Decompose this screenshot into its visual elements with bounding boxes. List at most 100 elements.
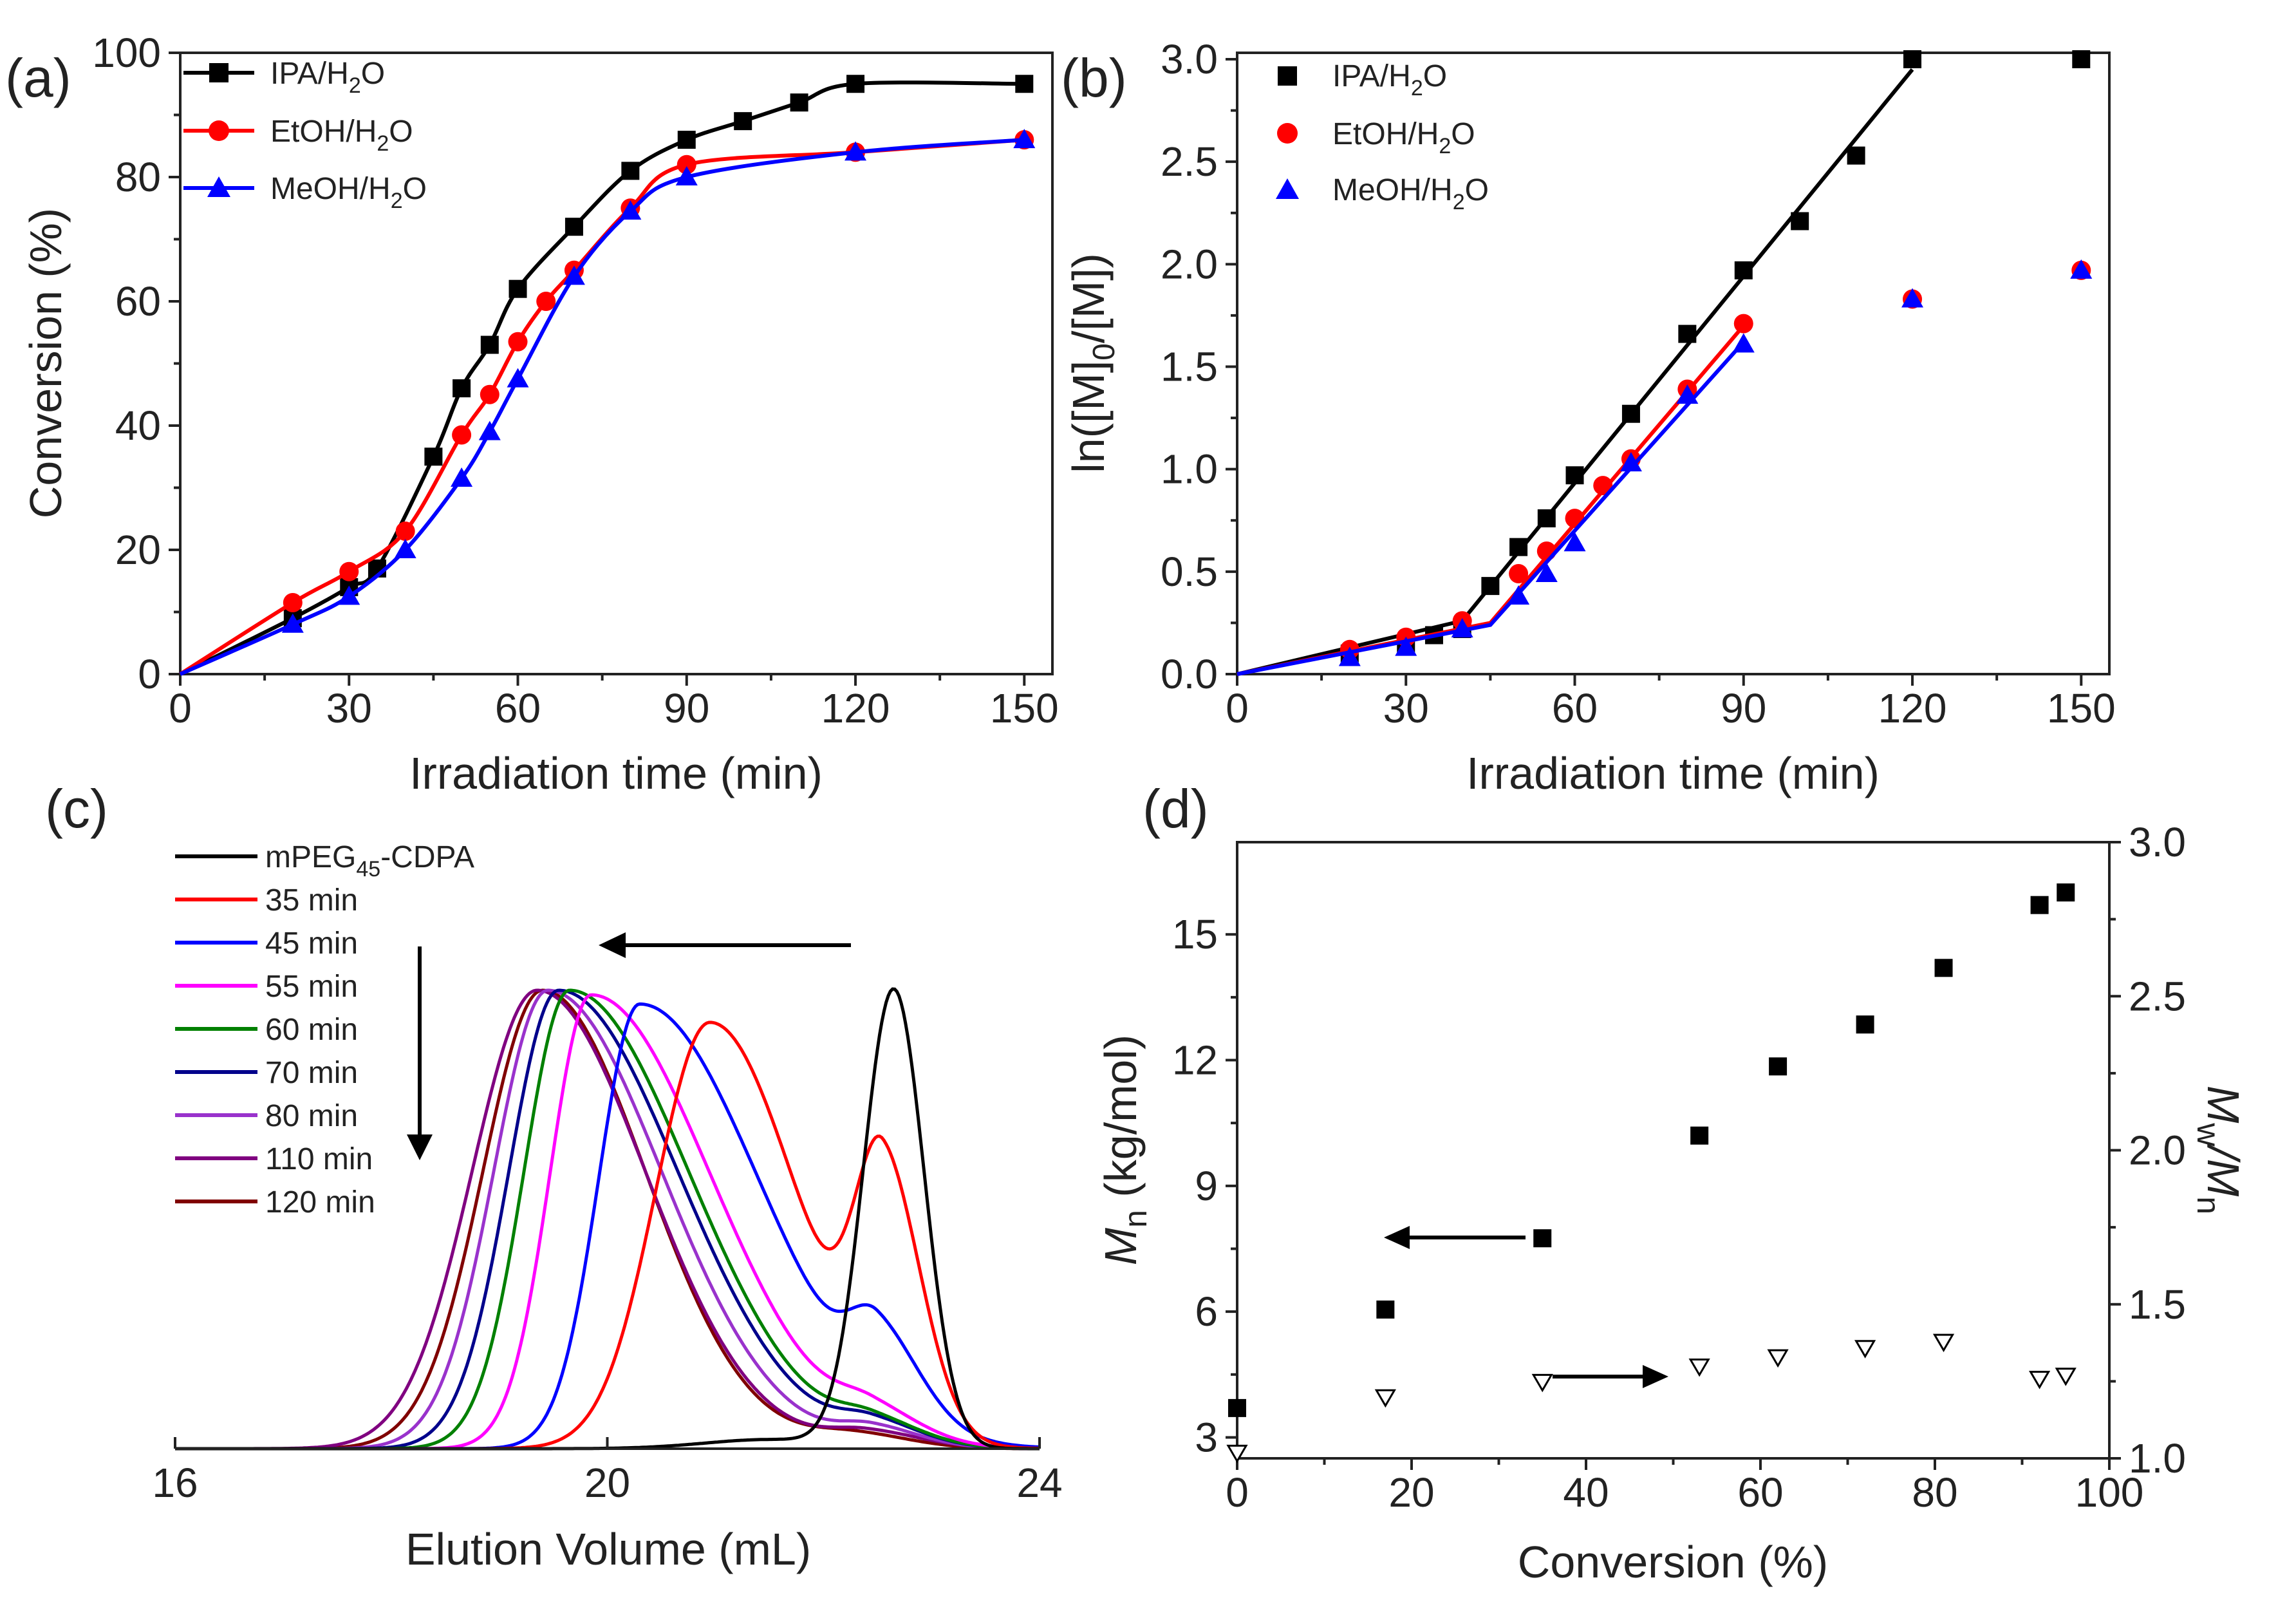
arrow-head — [1643, 1365, 1668, 1388]
legend-marker-triangle — [1276, 178, 1299, 199]
y-title-part: ln([M] — [1063, 361, 1114, 473]
arrow-head — [599, 932, 626, 958]
panel-c-ticks: 16 20 24 — [152, 1437, 1063, 1506]
data-point — [1507, 585, 1530, 605]
panel-c: (c) 16 20 24 Elution Volume (mL) mPEG45-CD… — [45, 778, 1063, 1574]
x-tick-label: 100 — [2075, 1469, 2144, 1516]
legend-label-main: MeOH/H — [270, 172, 391, 206]
legend-label-main: MeOH/H — [1332, 173, 1453, 207]
data-point — [480, 384, 499, 404]
legend-item-etoh-h2o: EtOH/H2O — [1277, 117, 1475, 158]
legend-label: EtOH/H2O — [270, 115, 413, 156]
data-point — [283, 593, 303, 613]
legend-label: MeOH/H2O — [1332, 173, 1489, 214]
x-tick-label: 150 — [2047, 685, 2116, 731]
panel-d-series — [1226, 883, 2077, 1463]
x-tick-label: 120 — [821, 685, 890, 731]
x-tick-label: 120 — [1878, 685, 1947, 731]
legend-label: 110 min — [265, 1142, 373, 1176]
data-point — [1374, 1389, 1396, 1408]
legend-marker-square — [1278, 66, 1297, 86]
legend-item-meoh-h2o: MeOH/H2O — [1276, 173, 1489, 214]
data-point — [2030, 896, 2049, 914]
data-point — [1732, 333, 1755, 353]
y2-tick-label: 2.0 — [2129, 1127, 2186, 1174]
data-point — [1676, 384, 1699, 404]
legend-item-meoh-h2o: MeOH/H2O — [183, 172, 427, 213]
data-point — [1338, 646, 1361, 666]
x-tick-label: 20 — [1388, 1469, 1434, 1516]
legend-item-110-min: 110 min — [175, 1142, 373, 1176]
legend-label-main: mPEG — [265, 840, 356, 874]
y-tick-label: 6 — [1195, 1288, 1218, 1335]
legend-label-tail: O — [1465, 173, 1489, 207]
legend-label-main: IPA/H — [270, 57, 349, 91]
data-point — [509, 279, 527, 298]
data-point — [1376, 1300, 1395, 1319]
legend-label-main: 55 min — [265, 970, 358, 1004]
legend-label-tail: O — [1423, 59, 1447, 93]
legend-label-main: IPA/H — [1332, 59, 1411, 93]
data-point — [1593, 476, 1613, 496]
series-ipa-h2o — [179, 75, 1034, 676]
legend-label-tail: -CDPA — [380, 840, 474, 874]
x-tick-label: 150 — [990, 685, 1059, 731]
legend-label: 120 min — [265, 1185, 375, 1219]
legend-label-subscript: 2 — [1453, 190, 1465, 214]
data-point — [675, 166, 698, 185]
panel-b-plot-frame — [1236, 52, 2111, 675]
y-tick-label: 0.5 — [1161, 549, 1218, 595]
legend-marker-circle — [209, 120, 229, 141]
y2-title-subscript: w — [2190, 1122, 2226, 1147]
legend-label: 60 min — [265, 1013, 358, 1047]
legend-label: 80 min — [265, 1099, 358, 1133]
data-point — [1563, 532, 1586, 552]
panel-b: (b) 0 30 60 90 120 150 0.0 0.5 1.0 1.5 2.0 2.5 3.0 I… — [1061, 36, 2116, 798]
legend-label-main: 110 min — [265, 1142, 373, 1176]
legend-label-main: 60 min — [265, 1013, 358, 1047]
y-tick-label: 2.5 — [1161, 138, 1218, 185]
panel-d-label: (d) — [1143, 778, 1209, 839]
data-point — [395, 522, 415, 541]
data-point — [1791, 212, 1809, 231]
arrow-head — [407, 1134, 433, 1160]
panel-c-label: (c) — [45, 778, 108, 839]
data-point — [1932, 1333, 1955, 1353]
panel-d-ticks: 0 20 40 60 80 100 3 6 9 12 15 1.0 1.5 2.0 2.5 3.0 — [1172, 819, 2186, 1516]
arrow-head — [1384, 1226, 1410, 1249]
y2-title-subscript: n — [2190, 1196, 2226, 1214]
data-point — [1537, 509, 1556, 528]
legend-item-80-min: 80 min — [175, 1099, 358, 1133]
y2-tick-label: 3.0 — [2129, 819, 2186, 865]
legend-item-60-min: 60 min — [175, 1013, 358, 1047]
legend-item-ipa-h2o: IPA/H2O — [183, 57, 385, 98]
data-point — [845, 141, 867, 161]
x-tick-label: 0 — [169, 685, 192, 731]
legend-label: 70 min — [265, 1056, 358, 1090]
legend-item-etoh-h2o: EtOH/H2O — [183, 115, 413, 156]
data-point — [453, 379, 471, 398]
data-point — [2070, 259, 2093, 279]
data-point — [1509, 564, 1529, 584]
shift-left-arrow — [599, 932, 851, 958]
y-title-symbol: M — [1096, 1227, 1146, 1265]
legend-label-subscript: 2 — [349, 73, 361, 98]
right-axis-arrow — [1553, 1365, 1668, 1388]
data-point — [507, 368, 529, 388]
y-tick-label: 1.5 — [1161, 344, 1218, 390]
y-tick-label: 20 — [115, 527, 161, 573]
panel-a-label: (a) — [5, 48, 71, 108]
data-point — [846, 75, 865, 93]
legend-label-main: 70 min — [265, 1056, 358, 1090]
data-point — [1015, 75, 1034, 93]
data-point — [619, 200, 642, 220]
data-point — [1536, 541, 1556, 561]
legend-label-main: 120 min — [265, 1185, 375, 1219]
data-point — [1690, 1126, 1709, 1145]
data-point — [1531, 1373, 1553, 1393]
x-tick-label: 0 — [1226, 685, 1249, 731]
panel-a-y-axis-title: Conversion (%) — [21, 208, 71, 518]
data-point — [536, 292, 556, 311]
panel-b-x-axis-title: Irradiation time (min) — [1466, 748, 1880, 798]
data-point — [1533, 1229, 1552, 1248]
